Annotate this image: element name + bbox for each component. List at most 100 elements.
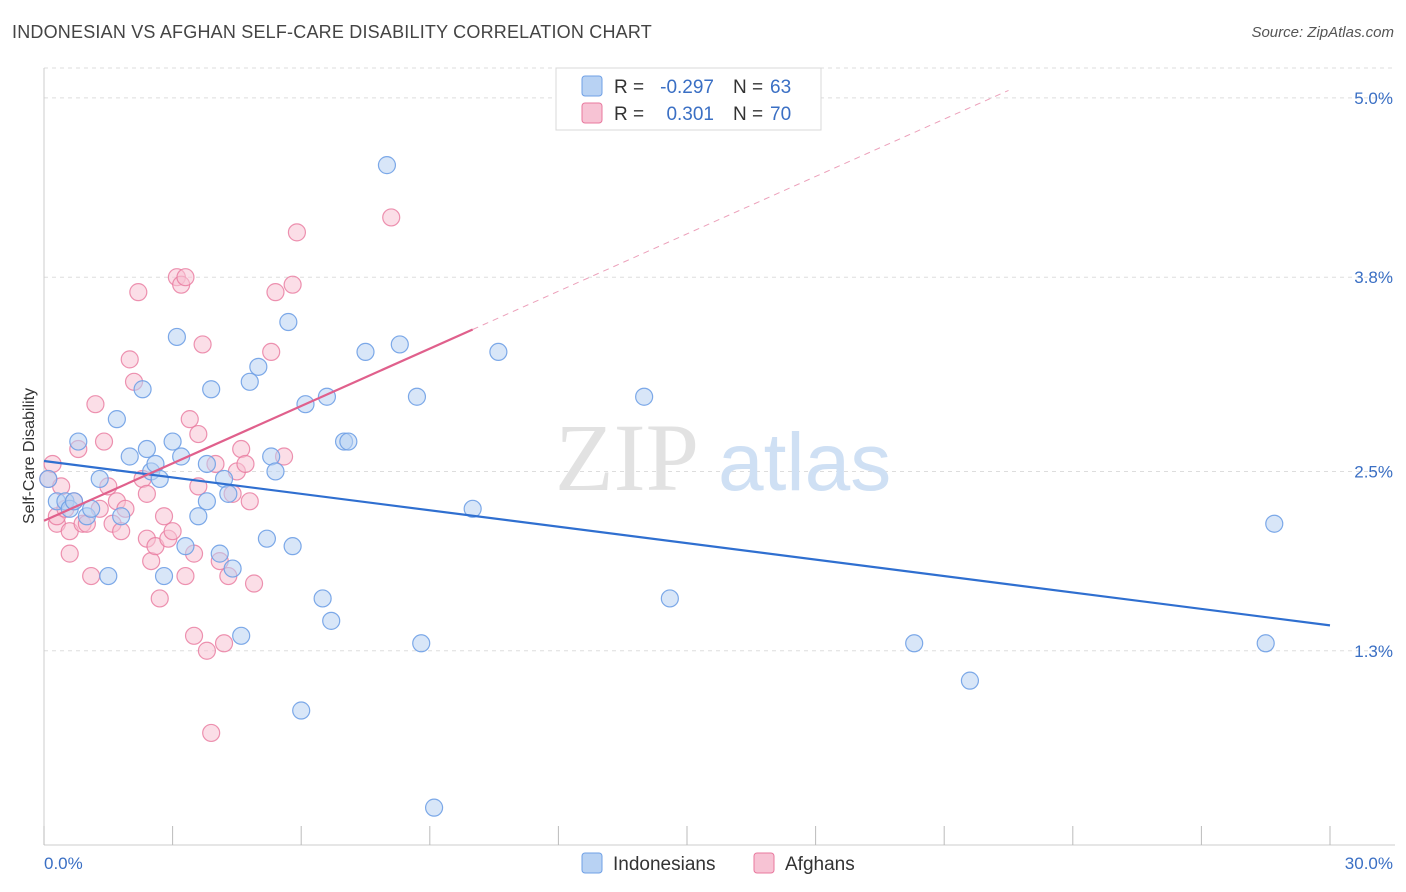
afghan-point <box>82 566 101 586</box>
indonesian-point <box>154 566 174 586</box>
afghan-point <box>232 439 251 459</box>
indonesian-point <box>90 469 109 489</box>
afghan-point <box>262 342 281 362</box>
indonesian-point <box>407 387 427 406</box>
trend-lines <box>43 89 1331 627</box>
indonesian-point <box>262 447 281 466</box>
afghan-point <box>236 454 255 474</box>
grid-lines <box>44 67 1395 652</box>
indonesian-point <box>339 432 358 451</box>
legend-swatch-afghans <box>581 102 603 124</box>
indonesian-point <box>39 469 58 489</box>
y-tick-labels: 1.3% 2.5% 3.8% 5.0% <box>1354 89 1393 661</box>
axes <box>43 68 1395 846</box>
legend-n-value-1: 63 <box>770 77 791 98</box>
indonesian-point <box>635 387 654 406</box>
afghan-point <box>240 492 259 511</box>
y-axis-label: Self-Care Disability <box>21 388 38 524</box>
afghan-point <box>60 544 79 563</box>
indonesian-point <box>202 380 221 399</box>
y-tick-label: 5.0% <box>1354 89 1393 108</box>
afghan-point <box>43 454 62 474</box>
x-ticks <box>43 826 1331 845</box>
afghan-point <box>287 223 307 242</box>
stats-legend: R = -0.297 N = 63 R = 0.301 N = 70 <box>555 67 822 131</box>
legend-r-value-2: 0.301 <box>666 104 714 125</box>
indonesian-point <box>257 529 277 548</box>
indonesian-point <box>390 335 409 354</box>
indonesian-point <box>197 492 216 511</box>
afghan-point <box>180 410 199 429</box>
afghan-point <box>193 335 212 354</box>
afghan-point <box>94 432 114 451</box>
indonesian-point <box>163 432 182 451</box>
indonesian-point <box>219 484 238 503</box>
source-label: Source: ZipAtlas.com <box>1251 24 1394 41</box>
afghan-point <box>86 395 105 414</box>
indonesian-point <box>240 372 259 391</box>
afghan-points <box>39 208 401 743</box>
indonesian-point <box>960 671 980 690</box>
indonesian-point <box>292 701 311 720</box>
bottom-legend-indonesians: Indonesians <box>613 854 715 875</box>
indonesian-point <box>905 634 924 653</box>
y-tick-label: 2.5% <box>1354 462 1393 481</box>
indonesian-point <box>120 447 139 466</box>
indonesian-point <box>313 589 332 608</box>
chart-title: INDONESIAN VS AFGHAN SELF-CARE DISABILIT… <box>12 22 652 42</box>
indonesian-points <box>39 156 1284 817</box>
afghan-trend-extrapolation <box>472 89 1009 330</box>
afghan-point <box>266 283 285 302</box>
watermark-zip: ZIP <box>555 404 699 511</box>
legend-n-label-2: N = <box>733 104 763 125</box>
indonesian-point <box>197 454 216 474</box>
indonesian-point <box>356 342 375 362</box>
indonesian-point <box>279 312 298 332</box>
afghan-point <box>176 566 195 586</box>
indonesian-point <box>99 566 118 586</box>
indonesian-point <box>463 499 482 518</box>
indonesian-point <box>283 537 302 556</box>
indonesian-point <box>1256 634 1275 653</box>
indonesian-point <box>107 410 126 429</box>
afghan-point <box>197 641 216 660</box>
indonesian-point <box>489 342 508 362</box>
indonesian-point <box>424 798 444 817</box>
indonesian-point <box>137 439 156 459</box>
afghan-point <box>120 350 139 369</box>
bottom-legend-swatch-afghans <box>753 852 775 874</box>
legend-n-label-1: N = <box>733 77 763 98</box>
afghan-trend-line <box>43 328 474 522</box>
y-tick-label: 1.3% <box>1354 642 1393 661</box>
indonesian-point <box>412 634 431 653</box>
y-tick-label: 3.8% <box>1354 268 1393 287</box>
indonesian-point <box>249 357 268 376</box>
indonesian-point <box>189 507 208 526</box>
indonesian-point <box>322 611 341 630</box>
afghan-point <box>176 268 195 287</box>
indonesian-point <box>210 544 229 563</box>
afghan-point <box>382 208 401 227</box>
indonesian-point <box>133 380 152 399</box>
afghan-point <box>184 626 204 645</box>
afghan-point <box>163 522 182 541</box>
indonesian-point <box>1265 514 1284 533</box>
legend-n-value-2: 70 <box>770 104 791 125</box>
x-tick-label-min: 0.0% <box>44 854 83 873</box>
afghan-point <box>129 283 148 302</box>
afghan-point <box>137 484 156 503</box>
afghan-point <box>142 551 161 571</box>
afghan-point <box>283 275 302 294</box>
indonesian-point <box>660 589 679 608</box>
watermark-atlas: atlas <box>718 417 891 508</box>
series-legend: Indonesians Afghans <box>581 852 855 875</box>
afghan-point <box>202 723 221 743</box>
indonesian-point <box>377 156 397 175</box>
legend-swatch-indonesians <box>581 75 603 97</box>
legend-r-label-1: R = <box>614 77 644 98</box>
indonesian-point <box>69 432 88 451</box>
afghan-point <box>214 634 234 653</box>
afghan-point <box>154 507 174 526</box>
legend-r-label-2: R = <box>614 104 644 125</box>
